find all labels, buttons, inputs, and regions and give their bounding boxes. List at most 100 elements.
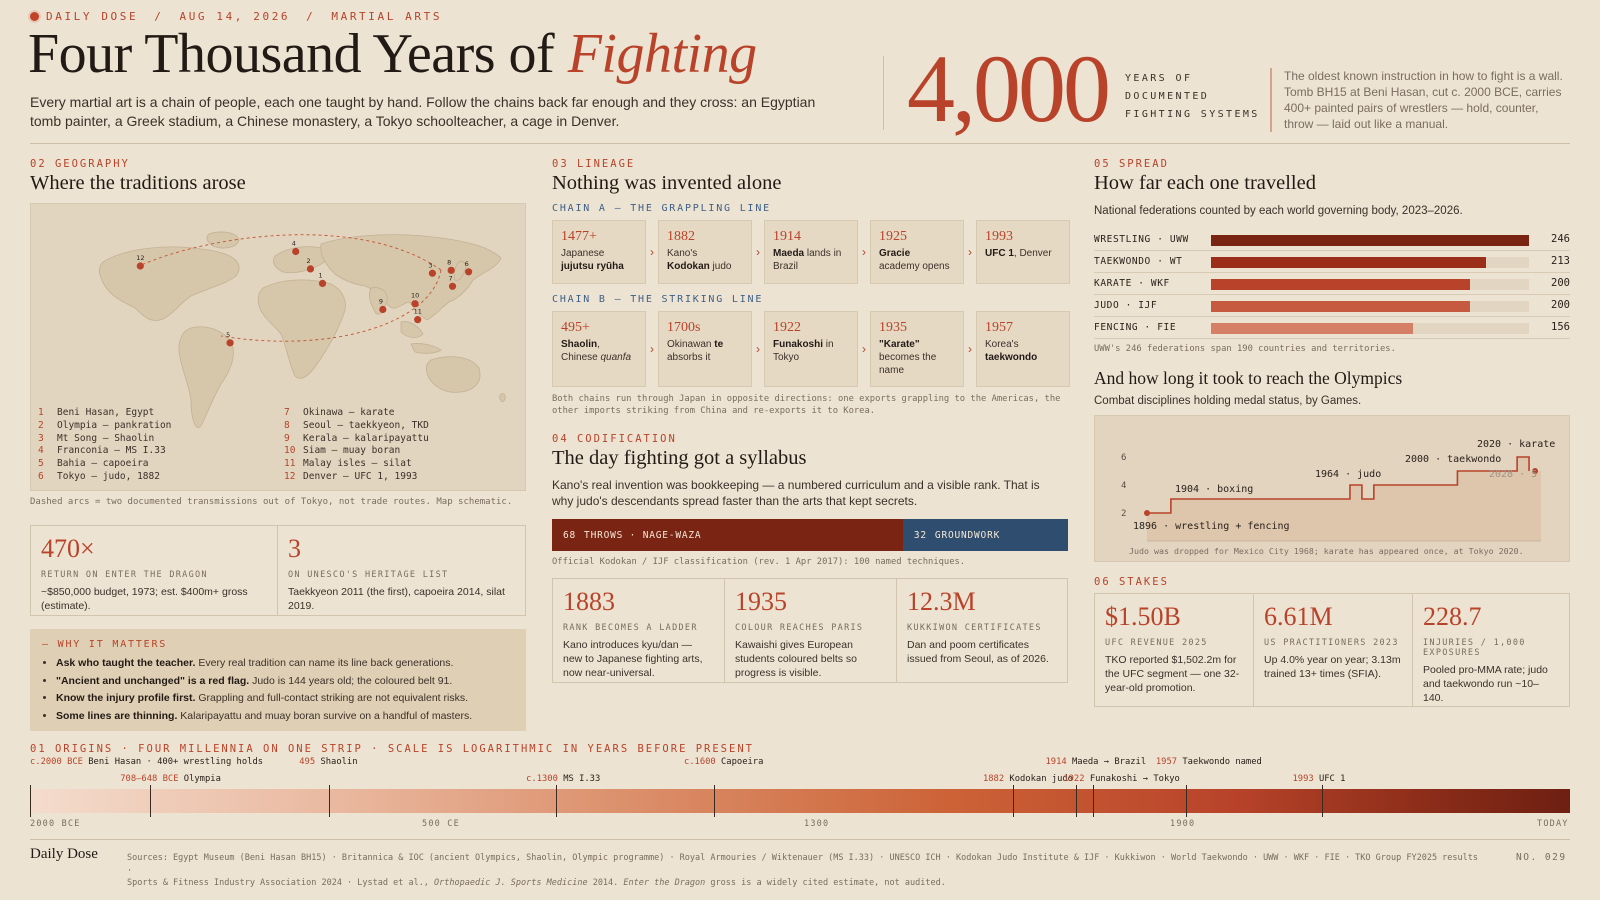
timeline-event-label: 1922 Funakoshi → Tokyo <box>1063 774 1180 784</box>
why-heading: — WHY IT MATTERS <box>42 639 168 650</box>
legend-item: 10 Siam — muay boran <box>284 445 401 457</box>
timeline-event-text: Kodokan judo <box>1009 774 1073 784</box>
timeline-event-year: 1922 <box>1063 774 1090 784</box>
map-point-label: 11 <box>414 308 422 316</box>
greenland-shape <box>206 231 240 249</box>
timeline-event-label: c.2000 BCE Beni Hasan · 400+ wrestling h… <box>30 757 263 767</box>
bar-row: KARATE · WKF 200 <box>1094 273 1570 295</box>
timeline-event-label: c.1300 MS I.33 <box>526 774 600 784</box>
technique-label: GROUNDWORK <box>934 529 1001 541</box>
technique-bar-note: Official Kodokan / IJF classification (r… <box>552 557 966 567</box>
chain-card: 1477+ Japanese jujutsu ryūha <box>552 220 646 284</box>
australia-shape <box>425 356 481 393</box>
why-item: "Ancient and unchanged" is a red flag. J… <box>56 673 514 691</box>
legend-item: 4 Franconia — MS I.33 <box>38 445 166 457</box>
olympics-annotation: 1964 · judo <box>1315 469 1381 480</box>
intro-text: Every martial art is a chain of people, … <box>30 94 816 129</box>
title-main: Four Thousand Years of <box>28 23 555 85</box>
map-point <box>411 300 419 308</box>
stat-cell: 1883 RANK BECOMES A LADDER Kano introduc… <box>553 579 725 682</box>
stat-text: Kawaishi gives European students coloure… <box>735 639 857 679</box>
olympics-annotation: 2020 · karate <box>1477 439 1555 450</box>
chain-card: 495+ Shaolin, Chinese quanfa <box>552 311 646 387</box>
timeline-event-label: 1882 Kodokan judo <box>983 774 1073 784</box>
chevron-right-icon: › <box>756 342 760 356</box>
map-point-label: 1 <box>319 271 323 279</box>
timeline-event-label: 708–648 BCE Olympia <box>120 774 221 784</box>
timeline-event-text: Taekwondo named <box>1182 757 1262 767</box>
timeline-tick <box>556 785 558 817</box>
spread-footnote: UWW's 246 federations span 190 countries… <box>1094 344 1396 354</box>
legend-item: 7 Okinawa — karate <box>284 407 395 418</box>
legend-item: 6 Tokyo — judo, 1882 <box>38 470 160 482</box>
olympics-annotation: 1896 · wrestling + fencing <box>1133 521 1290 532</box>
map-point-label: 5 <box>226 331 230 339</box>
chain-a-title: CHAIN A — THE GRAPPLING LINE <box>552 203 771 214</box>
map-point <box>306 265 315 273</box>
timeline-tick <box>1185 785 1187 817</box>
kicker-topic: MARTIAL ARTS <box>331 10 443 23</box>
why-item: Ask who taught the teacher. Every real t… <box>56 655 514 673</box>
timeline-label: 01 ORIGINS · FOUR MILLENNIA ON ONE STRIP… <box>30 743 754 755</box>
chain-note: Both chains run through Japan in opposit… <box>552 394 1061 416</box>
bar <box>1211 235 1529 246</box>
stat-number: 228.7 <box>1423 602 1482 631</box>
kicker-separator: / <box>154 10 164 23</box>
olympics-subtitle: Combat disciplines holding medal status,… <box>1094 395 1362 407</box>
timeline-event-label: 1993 UFC 1 <box>1292 774 1345 784</box>
chevron-right-icon: › <box>650 342 654 356</box>
stat-text: Kano introduces kyu/dan — new to Japanes… <box>563 639 703 679</box>
stat-caption: ON UNESCO'S HERITAGE LIST <box>288 570 449 580</box>
timeline-event-year: 1957 <box>1155 757 1183 767</box>
timeline-event-year: 1914 <box>1045 757 1072 767</box>
bar-value: 200 <box>1551 277 1570 289</box>
spread-subtitle: National federations counted by each wor… <box>1094 205 1463 217</box>
header-rule <box>30 143 1570 144</box>
olympics-annotation: 2000 · taekwondo <box>1405 454 1501 465</box>
new-zealand-shape <box>499 393 506 403</box>
bar <box>1211 323 1413 334</box>
transmission-arc <box>220 269 442 342</box>
bar-track <box>1211 323 1529 334</box>
chevron-right-icon: › <box>756 245 760 259</box>
lineage-title: Nothing was invented alone <box>552 172 782 194</box>
stat-number: $1.50B <box>1105 602 1181 631</box>
chain-card: 1914 Maeda lands in Brazil <box>764 220 858 284</box>
timeline-axis-label: 2000 BCE <box>30 819 81 829</box>
chain-card: 1925 Gracie academy opens <box>870 220 964 284</box>
geography-title: Where the traditions arose <box>30 172 246 194</box>
bar-label: WRESTLING · UWW <box>1094 234 1189 245</box>
map-point-label: 3 <box>428 261 432 269</box>
timeline-event-text: Capoeira <box>721 757 764 767</box>
timeline-axis-label: 1900 <box>1170 819 1196 829</box>
timeline-axis-label: 500 CE <box>422 819 460 829</box>
timeline-event-text: Olympia <box>183 774 221 784</box>
map-point <box>414 316 422 324</box>
kicker-separator: / <box>306 10 316 23</box>
stat-text: TKO reported $1,502.2m for the UFC segme… <box>1105 654 1240 694</box>
technique-count: 68 <box>563 529 577 541</box>
stakes-stats: $1.50B UFC REVENUE 2025 TKO reported $1,… <box>1094 593 1570 707</box>
title-accent: Fighting <box>567 23 757 85</box>
stat-cell: 12.3M KUKKIWON CERTIFICATES Dan and poom… <box>897 579 1067 682</box>
y-tick-label: 6 <box>1121 453 1126 463</box>
technique-segment: 32 GROUNDWORK <box>902 519 1068 551</box>
bar-track <box>1211 301 1529 312</box>
stat-caption: RANK BECOMES A LADDER <box>563 623 698 633</box>
bar-label: FENCING · FIE <box>1094 322 1177 333</box>
bar-value: 213 <box>1551 255 1570 267</box>
chain-card: 1922 Funakoshi in Tokyo <box>764 311 858 387</box>
olympics-annotation: 1904 · boxing <box>1175 484 1253 495</box>
timeline-event-text: Funakoshi → Tokyo <box>1089 774 1180 784</box>
stat-text: ~$850,000 budget, 1973; est. $400m+ gros… <box>41 586 248 612</box>
stat-text: Pooled pro-MMA rate; judo and taekwondo … <box>1423 664 1548 704</box>
southeast-asia-shape <box>400 321 424 338</box>
olympics-note: Judo was dropped for Mexico City 1968; k… <box>1129 546 1524 556</box>
timeline-tick <box>1093 785 1095 817</box>
timeline-event-year: 708–648 BCE <box>120 774 184 784</box>
footer-sources: Sources: Egypt Museum (Beni Hasan BH15) … <box>127 852 1482 890</box>
map-legend-right: 7 Okinawa — karate 8 Seoul — taekkyeon, TK… <box>284 407 429 484</box>
timeline-event-year: 1993 <box>1292 774 1319 784</box>
timeline-event-year: c.2000 BCE <box>30 757 89 767</box>
